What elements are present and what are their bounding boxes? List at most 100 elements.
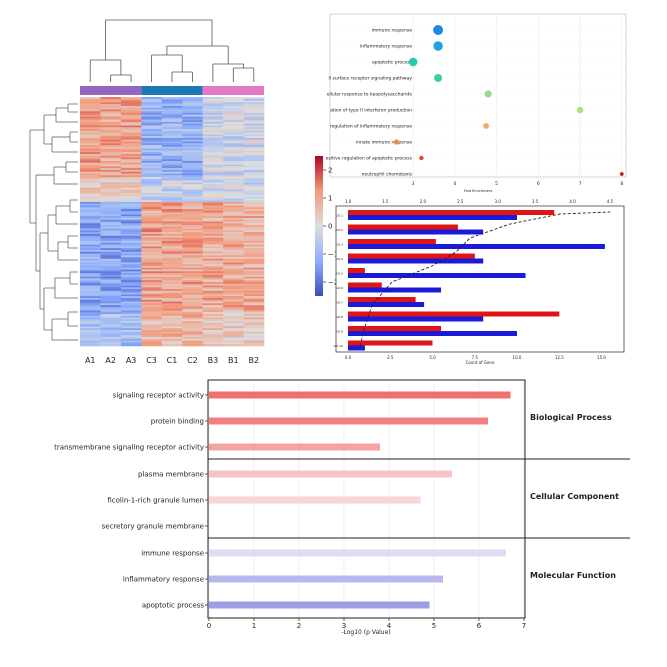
heatmap-cell <box>161 313 183 317</box>
heatmap-cell <box>182 201 203 205</box>
heatmap-cell <box>80 319 101 322</box>
heatmap-cell <box>80 283 101 286</box>
heatmap-cell <box>161 249 183 253</box>
heatmap-cell <box>100 267 122 270</box>
heatmap-cell <box>223 315 244 318</box>
heatmap-cell <box>182 303 203 306</box>
heatmap-cell <box>182 193 203 196</box>
heatmap-cell <box>182 166 203 169</box>
heatmap-cell <box>182 289 203 292</box>
heatmap-cell <box>80 217 101 221</box>
colorbar-tick-label: −2 <box>328 279 338 287</box>
heatmap-cell <box>223 191 244 194</box>
heatmap-cell <box>161 244 183 247</box>
heatmap-cell <box>161 189 183 192</box>
heatmap-cell <box>161 242 183 245</box>
dot-plot-x-tick: 3 <box>412 181 415 187</box>
heatmap-cell <box>161 116 183 119</box>
heatmap-cell <box>100 305 122 308</box>
heatmap-cell <box>202 139 224 142</box>
heatmap-cell <box>223 274 244 277</box>
heatmap-cell <box>141 194 163 197</box>
heatmap-cell <box>202 118 224 121</box>
heatmap-cell <box>161 255 183 258</box>
heatmap-cell <box>80 173 101 176</box>
heatmap-cell <box>80 182 101 185</box>
heatmap-cell <box>100 203 122 206</box>
heatmap-cell <box>120 303 142 306</box>
heatmap-cell <box>80 219 101 222</box>
heatmap-cell <box>223 153 244 156</box>
heatmap-cell <box>202 203 224 206</box>
dot-plot-point <box>484 90 492 98</box>
heatmap-cell <box>80 280 101 283</box>
heatmap-cell <box>182 232 203 235</box>
heatmap-cell <box>223 130 244 133</box>
dot-plot-x-tick: 7 <box>579 181 582 187</box>
count-bar-top-tick: 1.5 <box>382 199 389 204</box>
heatmap-cell <box>80 271 101 274</box>
heatmap-cell <box>202 285 224 288</box>
heatmap-cell <box>80 253 101 256</box>
heatmap-cell <box>100 189 122 192</box>
heatmap-cell <box>100 281 122 285</box>
heatmap-cell <box>202 241 224 244</box>
heatmap-cell <box>182 285 203 288</box>
heatmap-cell <box>120 251 142 254</box>
heatmap-cell <box>202 130 224 133</box>
heatmap-cell <box>141 200 163 203</box>
heatmap-cell <box>141 337 163 340</box>
heatmap-cell <box>182 130 203 133</box>
heatmap-cell <box>223 317 244 320</box>
heatmap-cell <box>182 194 203 197</box>
heatmap-cell <box>100 230 122 233</box>
heatmap-cell <box>161 130 183 133</box>
heatmap-cell <box>80 159 101 162</box>
heatmap-cell <box>161 280 183 283</box>
heatmap-cell <box>141 230 163 233</box>
heatmap-cell <box>120 264 142 267</box>
heatmap-cell <box>100 317 122 320</box>
heatmap-cell <box>223 150 244 153</box>
heatmap-cell <box>243 100 265 103</box>
heatmap-column-label: A2 <box>105 356 116 365</box>
heatmap-cell <box>182 164 203 167</box>
heatmap-cell <box>80 306 101 309</box>
heatmap-cell <box>120 273 142 276</box>
heatmap-cell <box>141 177 163 180</box>
heatmap-cell <box>161 297 183 301</box>
heatmap-cell <box>80 123 101 126</box>
heatmap-cell <box>141 232 163 235</box>
heatmap-cell <box>243 175 265 178</box>
heatmap-cell <box>100 162 122 165</box>
heatmap-cell <box>182 171 203 174</box>
heatmap-cell <box>80 97 101 100</box>
heatmap-cell <box>202 283 224 286</box>
heatmap-cell <box>243 169 265 172</box>
heatmap-cell <box>80 273 101 276</box>
heatmap-cell <box>141 125 163 128</box>
heatmap-cell <box>202 201 224 205</box>
heatmap-cell <box>141 166 163 169</box>
heatmap-cell <box>223 210 244 213</box>
heatmap-cell <box>202 319 224 322</box>
heatmap-cell <box>202 221 224 224</box>
heatmap-cell <box>223 209 244 212</box>
heatmap-cell <box>120 118 142 121</box>
heatmap-cell <box>100 235 122 238</box>
heatmap-cell <box>141 249 163 253</box>
heatmap-cell <box>141 253 163 256</box>
heatmap-cell <box>182 113 203 116</box>
heatmap-cell <box>182 246 203 249</box>
heatmap-cell <box>100 294 122 297</box>
heatmap-cell <box>243 262 265 265</box>
heatmap-cell <box>80 264 101 267</box>
heatmap-cell <box>100 177 122 180</box>
heatmap-cell <box>243 187 265 190</box>
heatmap-cell <box>141 296 163 299</box>
heatmap-cell <box>243 113 265 116</box>
heatmap-cell <box>120 196 142 199</box>
dot-plot-x-tick: 4 <box>453 181 456 187</box>
heatmap-cell <box>80 205 101 208</box>
heatmap-cell <box>80 196 101 199</box>
